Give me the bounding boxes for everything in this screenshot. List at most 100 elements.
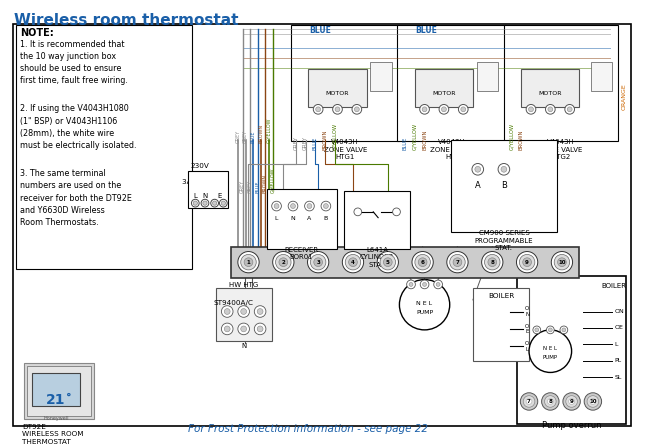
Text: GREY: GREY [235,130,241,143]
Text: N: N [203,194,208,199]
Circle shape [482,252,503,273]
Bar [308,69,366,107]
Text: NOTE:: NOTE: [20,28,54,38]
Circle shape [459,105,468,114]
Text: G/YELLOW: G/YELLOW [270,168,275,194]
Text: HW HTG: HW HTG [229,283,258,288]
Text: GREY: GREY [240,180,245,194]
Text: GREY: GREY [248,180,253,194]
Bar [415,69,473,107]
Circle shape [488,258,497,266]
Circle shape [274,204,279,208]
Text: GREY: GREY [293,136,299,150]
Text: 9: 9 [525,260,529,265]
Text: DT92E
WIRELESS ROOM
THERMOSTAT: DT92E WIRELESS ROOM THERMOSTAT [22,424,84,445]
Bar [504,25,618,141]
Text: 2. If using the V4043H1080
(1" BSP) or V4043H1106
(28mm), the white wire
must be: 2. If using the V4043H1080 (1" BSP) or V… [20,105,137,150]
Circle shape [519,254,535,270]
Circle shape [314,258,322,266]
Text: B: B [501,181,507,190]
Circle shape [546,105,555,114]
Text: BLUE: BLUE [402,137,408,150]
Circle shape [352,105,362,114]
Text: BOILER: BOILER [488,293,514,299]
Bar [291,25,399,141]
Text: O.
N: O. N [525,306,531,317]
Text: 8: 8 [490,260,494,265]
Circle shape [406,280,415,289]
Circle shape [254,323,266,335]
Text: 7: 7 [527,399,531,404]
Circle shape [557,258,566,266]
Text: BLUE: BLUE [313,137,318,150]
Circle shape [522,258,531,266]
Circle shape [563,393,580,410]
Circle shape [383,258,392,266]
Text: L: L [614,342,618,347]
Circle shape [257,308,263,314]
Bar [32,373,80,406]
Text: ORANGE: ORANGE [621,83,626,110]
Circle shape [461,107,466,112]
Text: A: A [307,216,312,221]
Text: BLUE: BLUE [415,26,437,35]
Circle shape [521,393,538,410]
Text: N: N [241,343,246,350]
Circle shape [221,323,233,335]
Bar [188,171,228,208]
Circle shape [418,258,427,266]
Bar [477,62,498,91]
Circle shape [441,107,446,112]
Circle shape [548,328,552,332]
Bar [591,62,612,91]
Circle shape [241,326,246,332]
Circle shape [567,107,572,112]
Circle shape [584,393,602,410]
Bar [370,62,392,91]
Bar [16,25,192,269]
Text: 10: 10 [589,399,597,404]
Circle shape [313,105,323,114]
Circle shape [533,326,541,334]
Text: BLUE: BLUE [251,131,256,143]
Circle shape [238,323,250,335]
Text: L641A
CYLINDER
STAT.: L641A CYLINDER STAT. [360,247,394,268]
Text: 1: 1 [246,260,250,265]
Text: A: A [475,181,481,190]
Text: GREY: GREY [243,130,248,143]
Text: Wireless room thermostat: Wireless room thermostat [14,13,239,28]
Circle shape [203,201,207,205]
Circle shape [399,279,450,330]
Circle shape [342,252,364,273]
Text: 10: 10 [558,260,566,265]
Bar [397,25,506,141]
Text: 230V
50Hz
3A RATED: 230V 50Hz 3A RATED [183,163,218,185]
Circle shape [316,107,321,112]
Text: OE: OE [614,325,623,330]
Circle shape [409,283,413,287]
Circle shape [307,204,312,208]
Text: ON: ON [614,309,624,314]
Circle shape [380,254,395,270]
Text: G/YELLOW: G/YELLOW [412,123,417,150]
Text: BROWN: BROWN [422,130,427,150]
Circle shape [241,254,256,270]
Circle shape [569,399,575,405]
Text: 7: 7 [455,260,459,265]
Circle shape [345,254,361,270]
Circle shape [254,306,266,317]
Circle shape [475,166,481,172]
Circle shape [308,252,329,273]
Circle shape [433,280,442,289]
Text: G/YELLOW: G/YELLOW [509,123,514,150]
Text: CM900 SERIES
PROGRAMMABLE
STAT.: CM900 SERIES PROGRAMMABLE STAT. [475,230,533,251]
Circle shape [450,254,465,270]
Circle shape [498,164,510,175]
Text: ST9400A/C: ST9400A/C [213,300,253,306]
Circle shape [333,105,342,114]
Circle shape [447,252,468,273]
Circle shape [304,201,314,211]
Circle shape [335,107,340,112]
Circle shape [420,280,429,289]
Circle shape [241,308,246,314]
